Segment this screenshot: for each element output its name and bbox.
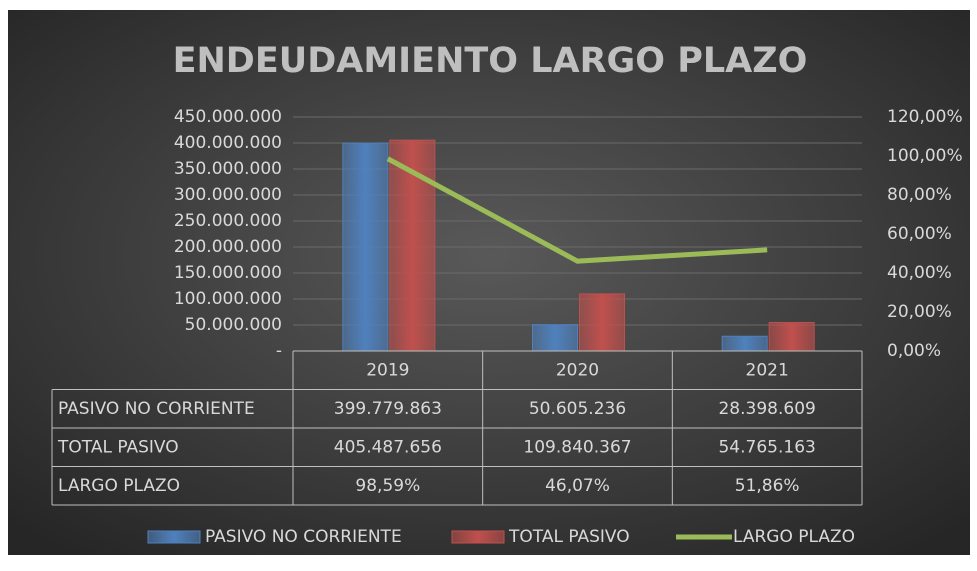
y2-tick-label: 120,00% [887, 107, 963, 127]
y-tick-label: 450.000.000 [174, 107, 282, 127]
table-cell: 54.765.163 [718, 437, 815, 457]
y-tick-label: 300.000.000 [174, 185, 282, 205]
table-cell: 405.487.656 [334, 437, 442, 457]
table-row-label: TOTAL PASIVO [57, 437, 179, 457]
table-row-label: PASIVO NO CORRIENTE [58, 399, 255, 419]
y-tick-label: 350.000.000 [174, 159, 282, 179]
line-series [386, 156, 768, 264]
table-cell: 50.605.236 [529, 399, 626, 419]
table-cell: 46,07% [545, 476, 610, 496]
x-tick-label: 2020 [556, 360, 599, 380]
bar [768, 322, 815, 352]
y-tick-label: 100.000.000 [174, 289, 282, 309]
chart-background [8, 10, 970, 555]
legend-label: TOTAL PASIVO [508, 527, 630, 547]
table-cell: 109.840.367 [523, 437, 631, 457]
y-tick-label: 400.000.000 [174, 133, 282, 153]
legend-swatch [451, 530, 505, 544]
table-cell: 28.398.609 [718, 399, 815, 419]
table-cell: 399.779.863 [334, 399, 442, 419]
y-tick-label: 50.000.000 [185, 315, 282, 335]
y2-tick-label: 40,00% [887, 263, 952, 283]
bar [342, 142, 389, 352]
x-tick-label: 2019 [366, 360, 409, 380]
bar [579, 293, 625, 352]
y2-tick-label: 100,00% [887, 146, 963, 166]
y-tick-label: 250.000.000 [174, 211, 282, 231]
table-cell: 98,59% [355, 476, 420, 496]
y2-tick-label: 20,00% [887, 302, 952, 322]
table-cell: 51,86% [735, 476, 800, 496]
bar [389, 139, 436, 352]
chart-title: ENDEUDAMIENTO LARGO PLAZO [173, 41, 808, 81]
y2-tick-label: 60,00% [887, 224, 952, 244]
y-tick-label: 200.000.000 [174, 237, 282, 257]
y2-tick-label: 0,00% [887, 341, 941, 361]
bar [721, 335, 768, 352]
legend-label: LARGO PLAZO [733, 527, 855, 547]
bar [532, 324, 578, 352]
x-tick-label: 2021 [746, 360, 789, 380]
y2-tick-label: 80,00% [887, 185, 952, 205]
y-tick-label: - [276, 341, 282, 361]
legend-label: PASIVO NO CORRIENTE [205, 527, 402, 547]
legend-swatch [147, 530, 201, 544]
table-row-label: LARGO PLAZO [58, 476, 180, 496]
y-tick-label: 150.000.000 [174, 263, 282, 283]
